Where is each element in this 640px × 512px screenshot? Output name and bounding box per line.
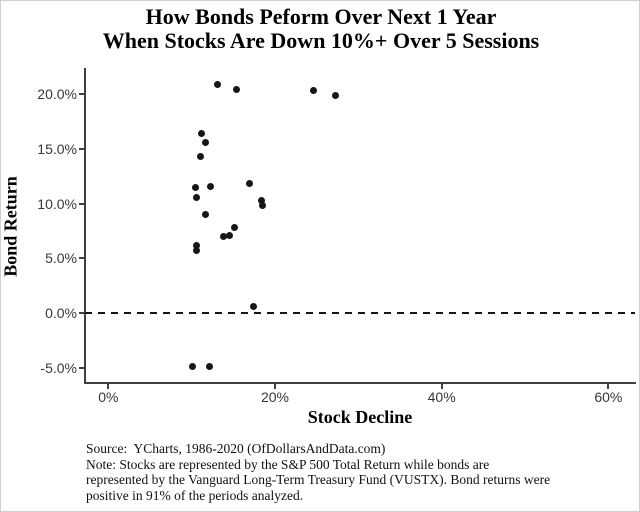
- data-point: [230, 224, 238, 232]
- y-tick-mark: [79, 93, 84, 96]
- x-tick-mark: [274, 384, 276, 389]
- x-tick-label: 0%: [98, 389, 119, 405]
- data-point: [332, 91, 340, 99]
- chart-area: Bond Return Stock Decline 0% 20% 40% 60% 20.…: [0, 1, 639, 441]
- data-point: [189, 363, 196, 371]
- y-tick-label: 15.0%: [37, 140, 77, 157]
- data-point: [233, 86, 241, 94]
- y-tick-label: 0.0%: [45, 305, 77, 322]
- data-point: [219, 232, 227, 240]
- y-axis-title: Bond Return: [0, 176, 21, 277]
- chart-title: How Bonds Peform Over Next 1 Year When S…: [1, 4, 639, 53]
- footnote-note-line1: Note: Stocks are represented by the S&P …: [86, 456, 490, 472]
- data-point: [225, 231, 233, 239]
- data-point: [196, 153, 204, 161]
- data-point: [193, 241, 201, 249]
- data-point: [192, 183, 200, 191]
- y-tick-mark: [79, 312, 84, 315]
- data-point: [249, 303, 257, 310]
- x-tick-mark: [607, 384, 610, 389]
- zero-reference-line: [85, 312, 635, 315]
- y-tick-mark: [79, 257, 84, 260]
- y-axis-line: [84, 68, 86, 384]
- x-axis-title: Stock Decline: [307, 407, 413, 427]
- x-axis-line: [84, 382, 636, 384]
- y-tick-mark: [79, 202, 84, 205]
- data-point: [259, 202, 266, 210]
- y-tick-label: 20.0%: [37, 86, 77, 103]
- x-tick-label: 20%: [260, 389, 290, 405]
- footnote-note-line2: represented by the Vanguard Long-Term Tr…: [86, 472, 551, 487]
- plot-area: [85, 68, 635, 382]
- chart-title-line2: When Stocks Are Down 10%+ Over 5 Session…: [102, 28, 540, 53]
- data-point: [245, 180, 253, 188]
- y-tick-mark: [79, 366, 84, 369]
- data-point: [201, 138, 209, 146]
- data-point: [258, 196, 266, 204]
- x-tick-mark: [107, 384, 110, 389]
- footnote: Source: YCharts, 1986-2020 (OfDollarsAnd…: [86, 441, 626, 503]
- data-point: [198, 130, 206, 138]
- x-tick-mark: [440, 384, 443, 389]
- x-tick-label: 40%: [427, 389, 456, 405]
- y-tick-mark: [79, 147, 84, 150]
- footnote-note-line3: positive in 91% of the periods analyzed.: [86, 487, 304, 503]
- data-point: [201, 211, 209, 219]
- data-point: [193, 193, 201, 201]
- y-tick-label: 5.0%: [45, 250, 77, 267]
- data-point: [206, 182, 214, 190]
- y-tick-label: 10.0%: [37, 195, 77, 212]
- data-point: [205, 363, 213, 371]
- y-tick-label: -5.0%: [40, 359, 77, 376]
- data-point: [309, 87, 317, 95]
- chart-title-line1: How Bonds Peform Over Next 1 Year: [145, 4, 497, 29]
- x-tick-label: 60%: [594, 389, 623, 405]
- data-point: [214, 80, 221, 88]
- footnote-source-line: Source: YCharts, 1986-2020 (OfDollarsAnd…: [86, 441, 386, 456]
- data-point: [193, 247, 201, 255]
